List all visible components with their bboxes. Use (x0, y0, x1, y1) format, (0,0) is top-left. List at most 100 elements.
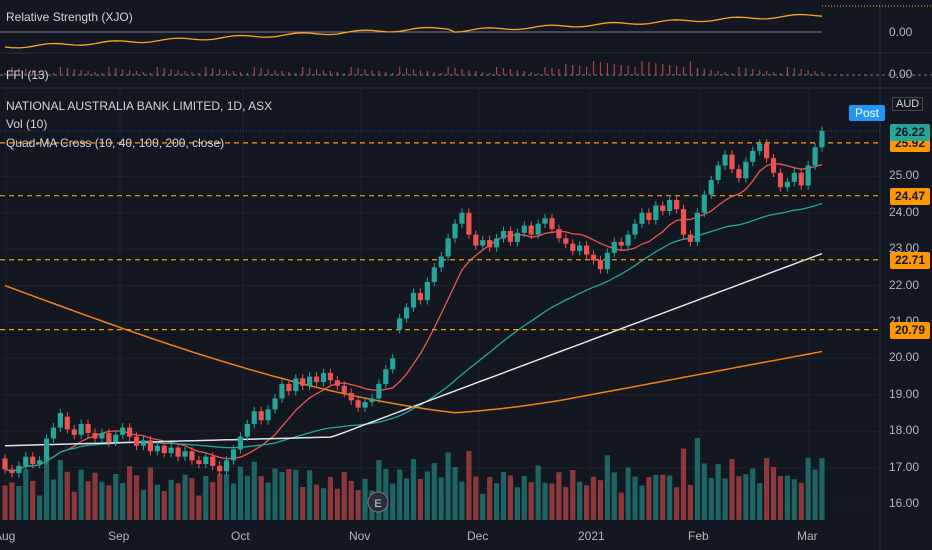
candle-body (487, 240, 493, 248)
ffi-bar (246, 73, 248, 75)
candle-body (210, 456, 216, 466)
candle-body (805, 165, 811, 186)
candle-body (327, 372, 334, 381)
candle-body (50, 427, 57, 439)
volume-bar (272, 468, 278, 520)
candle-body (23, 456, 29, 466)
candle-body (542, 218, 548, 224)
volume-bar (590, 476, 597, 520)
candle-body (770, 158, 777, 173)
candle-body (293, 378, 299, 392)
ffi-bar (253, 67, 255, 75)
ffi-bar (572, 65, 574, 75)
ffi-bar (309, 68, 311, 75)
volume-bar (757, 483, 763, 520)
volume-bar (16, 486, 22, 520)
candle-body (410, 292, 417, 308)
volume-bar (341, 472, 347, 520)
ffi-bar (232, 71, 235, 75)
date-tick-label: Aug (0, 529, 16, 543)
candle-body (348, 392, 354, 401)
candle-body (133, 436, 140, 446)
candle-body (791, 172, 797, 182)
volume-bar (64, 471, 70, 520)
ffi-bar (779, 73, 782, 75)
ffi-bar (814, 71, 816, 75)
volume-bar (417, 479, 424, 520)
ffi-bar (592, 61, 595, 75)
volume-bar (320, 488, 327, 520)
volume-bar (784, 475, 790, 520)
ffi-bar (198, 73, 200, 75)
price-tick-label: 18.00 (889, 423, 920, 438)
candle-body (355, 400, 361, 408)
ffi-bar (205, 67, 207, 75)
price-tick-label: 17.00 (889, 459, 920, 474)
candle-body (452, 223, 458, 239)
candle-body (223, 460, 230, 472)
ffi-bar (710, 70, 712, 75)
candle-body (687, 234, 694, 242)
price-tick-label: 20.00 (889, 350, 920, 365)
ffi-bar (135, 71, 138, 75)
candle-body (279, 383, 285, 399)
volume-bar (196, 495, 202, 520)
candle-body (113, 434, 119, 443)
ffi-bar (177, 70, 179, 75)
ffi-bar (267, 69, 269, 75)
volume-bar (521, 476, 527, 520)
volume-bar (812, 469, 818, 520)
volume-bar (300, 487, 306, 520)
volume-bar (37, 495, 43, 520)
candle-body (729, 154, 735, 170)
candle-body (272, 398, 278, 410)
volume-bar (390, 483, 396, 520)
volume-bar (459, 481, 465, 520)
candle-body (120, 427, 126, 435)
volume-bar (230, 483, 237, 520)
volume-bar (777, 476, 784, 520)
candle-body (459, 212, 465, 224)
volume-bar (217, 473, 223, 520)
ffi-bar (599, 62, 602, 75)
candle-body (777, 172, 784, 188)
volume-bar (819, 458, 825, 520)
candle-body (653, 205, 659, 221)
ffi-bar (295, 73, 297, 75)
ffi-bar (689, 61, 692, 75)
volume-bar (535, 465, 541, 520)
level-price-badge: 24.47 (889, 187, 930, 205)
volume-bar (383, 469, 389, 520)
candle-body (438, 256, 444, 268)
candle-body (99, 433, 105, 439)
candle-body (480, 240, 486, 246)
ffi-bar (502, 68, 505, 75)
ffi-bar (399, 67, 401, 75)
candle-body (639, 212, 645, 224)
ffi-bar (772, 72, 775, 75)
candle-body (147, 440, 153, 452)
volume-bar (604, 455, 610, 520)
ffi-bar (731, 73, 733, 75)
volume-bar (348, 481, 354, 520)
ffi-bar (405, 68, 408, 75)
candle-body (514, 232, 520, 242)
candle-body (570, 243, 576, 252)
candle-body (369, 398, 375, 403)
ffi-bar (32, 70, 34, 75)
candle-body (341, 385, 347, 393)
volume-bar (376, 460, 382, 520)
price-tick-label: 23.00 (889, 241, 920, 256)
candle-body (30, 456, 36, 464)
candle-body (127, 427, 133, 437)
candle-body (334, 380, 340, 386)
ffi-bar (669, 65, 671, 75)
candle-body (203, 456, 209, 464)
ffi-bar (440, 73, 442, 75)
volume-bar (736, 476, 742, 520)
ffi-bar (212, 68, 214, 75)
candle-body (362, 402, 368, 408)
ffi-bar (350, 67, 352, 75)
ffi-bar (634, 67, 636, 75)
